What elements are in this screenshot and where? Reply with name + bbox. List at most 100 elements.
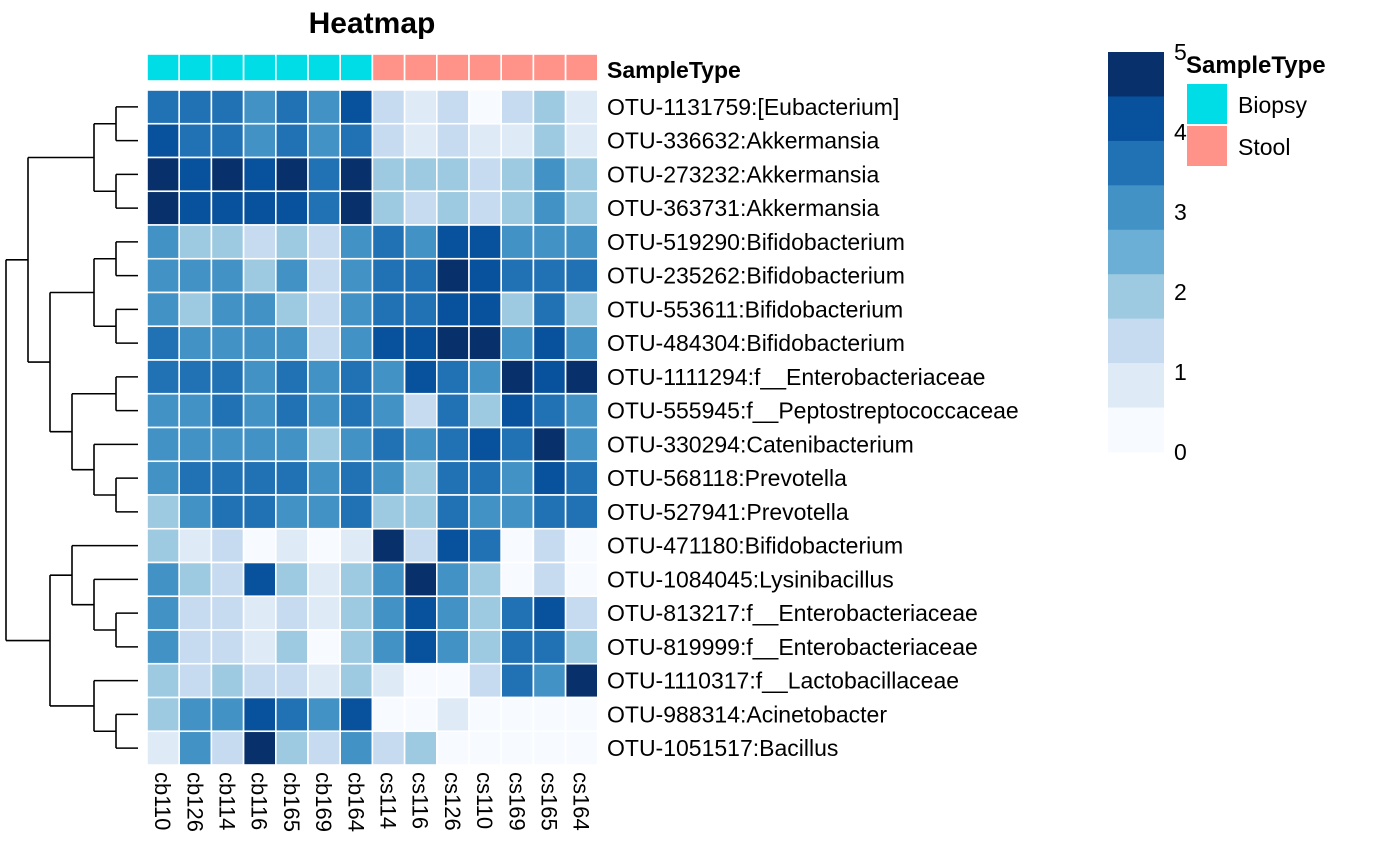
color-scale-tick: 5 [1174, 39, 1187, 65]
heatmap-cell [468, 460, 503, 496]
heatmap-cell [339, 224, 374, 260]
heatmap-cell [339, 494, 374, 530]
heatmap-cell [403, 392, 438, 429]
heatmap-cell [435, 426, 470, 463]
heatmap-cell [242, 291, 277, 328]
heatmap-cell [468, 359, 503, 395]
color-scale-swatch [1108, 229, 1164, 275]
heatmap-cell [242, 224, 277, 260]
annotation-cell-cs169 [500, 53, 535, 82]
row-label: OTU-568118:Prevotella [607, 465, 847, 491]
heatmap-cell [339, 291, 374, 328]
row-label: OTU-330294:Catenibacterium [607, 431, 914, 457]
heatmap-cell [210, 359, 245, 395]
heatmap-cell [371, 629, 406, 665]
heatmap-cell [435, 460, 470, 496]
heatmap-cell [532, 662, 567, 699]
heatmap-cell [274, 730, 309, 766]
heatmap-cell [500, 595, 535, 631]
heatmap-cell [242, 257, 277, 294]
color-scale-tick: 2 [1174, 279, 1187, 305]
heatmap-cell [435, 595, 470, 631]
heatmap-cell [307, 629, 342, 665]
heatmap-cell [146, 595, 181, 631]
annotation-cell-cs126 [435, 53, 470, 82]
heatmap-cell [242, 359, 277, 395]
heatmap-cell [371, 527, 406, 564]
heatmap-cell [178, 730, 213, 766]
heatmap-cell [532, 156, 567, 193]
heatmap-cell [178, 291, 213, 328]
heatmap-cell [274, 392, 309, 429]
heatmap-cell [371, 325, 406, 361]
heatmap-cell [532, 460, 567, 496]
heatmap-cell [435, 190, 470, 226]
heatmap-cell [307, 527, 342, 564]
heatmap-cell [178, 190, 213, 226]
heatmap-cell [146, 257, 181, 294]
heatmap-cell [403, 257, 438, 294]
heatmap-cell [468, 561, 503, 598]
heatmap-cell [403, 662, 438, 699]
heatmap-cell [564, 257, 599, 294]
heatmap-cell [371, 122, 406, 159]
heatmap-cell [371, 426, 406, 463]
heatmap-cell [500, 494, 535, 530]
legend-label-stool: Stool [1238, 134, 1290, 160]
heatmap-cell [210, 595, 245, 631]
heatmap-cell [339, 426, 374, 463]
legend-swatch-biopsy [1187, 84, 1227, 124]
chart-title: Heatmap [309, 7, 436, 40]
color-scale-swatch [1108, 52, 1164, 97]
heatmap-cell [435, 89, 470, 125]
heatmap-cell [371, 561, 406, 598]
color-scale-swatch [1108, 363, 1164, 409]
heatmap-cell [403, 460, 438, 496]
heatmap-cell [371, 156, 406, 193]
heatmap-cell [146, 224, 181, 260]
heatmap-cell [500, 89, 535, 125]
heatmap-cell [210, 257, 245, 294]
heatmap-cell [564, 561, 599, 598]
heatmap-cell [371, 460, 406, 496]
heatmap-cell [274, 662, 309, 699]
row-label: OTU-527941:Prevotella [607, 499, 849, 525]
legend-title: SampleType [1186, 52, 1326, 79]
heatmap-cell [500, 426, 535, 463]
heatmap-cell [564, 527, 599, 564]
heatmap-cell [307, 257, 342, 294]
heatmap-cell [435, 730, 470, 766]
heatmap-cell [564, 696, 599, 733]
heatmap-cell [242, 190, 277, 226]
heatmap-cell [339, 696, 374, 733]
heatmap-cell [403, 696, 438, 733]
heatmap-cell [146, 190, 181, 226]
heatmap-cell [339, 325, 374, 361]
annotation-name: SampleType [607, 57, 741, 83]
heatmap-cell [468, 122, 503, 159]
heatmap-cell [339, 190, 374, 226]
heatmap-cell [178, 662, 213, 699]
heatmap-cell [500, 122, 535, 159]
heatmap-cell [500, 224, 535, 260]
heatmap-cell [500, 392, 535, 429]
heatmap-cell [178, 392, 213, 429]
heatmap-cell [274, 527, 309, 564]
heatmap-cell [307, 89, 342, 125]
heatmap-cell [468, 156, 503, 193]
heatmap-cell [242, 325, 277, 361]
heatmap-cell [146, 494, 181, 530]
heatmap-cell [274, 595, 309, 631]
column-label: cs165 [537, 772, 562, 831]
annotation-cell-cb126 [178, 53, 213, 82]
heatmap-cell [210, 494, 245, 530]
heatmap-cell [274, 629, 309, 665]
heatmap-cell [339, 257, 374, 294]
heatmap-cell [210, 696, 245, 733]
heatmap-cell [468, 494, 503, 530]
heatmap-cell [403, 291, 438, 328]
heatmap-cell [500, 325, 535, 361]
heatmap-cell [307, 662, 342, 699]
heatmap-cell [307, 325, 342, 361]
heatmap-cell [532, 291, 567, 328]
